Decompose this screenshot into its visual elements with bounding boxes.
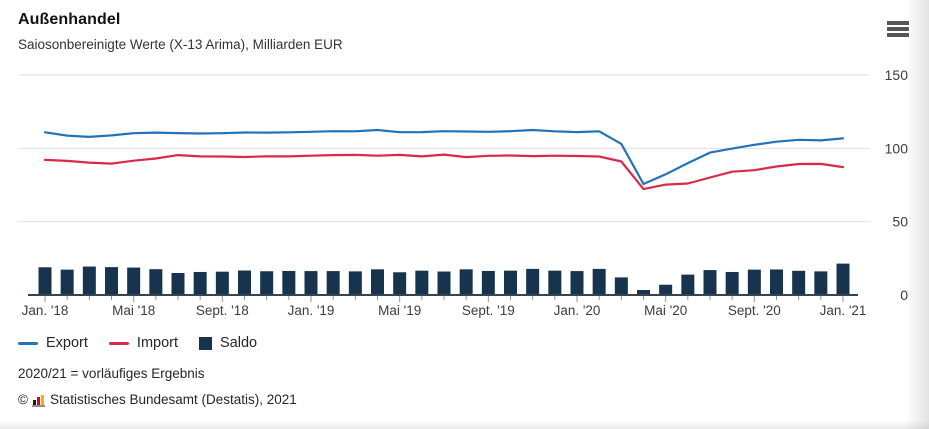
saldo-bar — [592, 268, 606, 295]
saldo-bar — [792, 270, 806, 295]
chart-title: Außenhandel — [18, 11, 121, 28]
menu-bar — [887, 33, 909, 37]
logo-bar-black — [32, 399, 36, 405]
x-axis-label: Mai '18 — [112, 303, 155, 318]
copyright-symbol: © — [18, 392, 28, 407]
x-axis-label: Jan. '19 — [288, 303, 335, 318]
saldo-bar — [105, 267, 118, 295]
legend: Export Import Saldo — [18, 335, 257, 351]
y-axis-label: 50 — [892, 214, 908, 230]
source-text: Statistisches Bundesamt (Destatis), 2021 — [49, 392, 297, 407]
saldo-bar — [481, 270, 495, 295]
import-line-swatch — [108, 341, 129, 345]
x-axis-label: Sept. '20 — [728, 303, 781, 318]
saldo-square-swatch — [199, 336, 213, 350]
hamburger-menu-icon[interactable] — [883, 16, 913, 42]
legend-label-import: Import — [136, 335, 179, 351]
export-line-swatch — [18, 341, 38, 345]
saldo-bar — [393, 272, 407, 295]
x-axis-label: Sept. '19 — [462, 303, 515, 318]
chart-subtitle: Saiosonbereinigte Werte (X-13 Arima), Mi… — [18, 37, 343, 52]
saldo-bar — [371, 269, 384, 295]
saldo-bar — [659, 284, 673, 295]
saldo-bar — [637, 290, 650, 295]
x-axis-label: Sept. '18 — [196, 303, 249, 318]
saldo-bar — [215, 271, 229, 295]
saldo-bar — [127, 267, 141, 295]
x-axis-label: Mai '20 — [644, 303, 687, 318]
saldo-bar — [681, 274, 695, 295]
footnote: 2020/21 = vorläufiges Ergebnis — [18, 366, 205, 381]
saldo-bar — [326, 271, 340, 295]
saldo-bar — [415, 270, 429, 295]
saldo-bar — [703, 270, 717, 295]
saldo-bar — [437, 271, 451, 295]
x-axis-label: Mai '19 — [378, 303, 421, 318]
saldo-bar — [171, 273, 185, 295]
saldo-bar — [504, 270, 517, 295]
legend-item-import[interactable]: Import — [108, 335, 179, 351]
menu-bar — [887, 27, 909, 31]
logo-bar-gold — [40, 394, 44, 405]
saldo-bar — [149, 269, 163, 295]
saldo-bar — [193, 271, 207, 295]
legend-label-export: Export — [46, 335, 88, 351]
x-axis-label: Jan. '21 — [820, 303, 867, 318]
saldo-bar — [60, 269, 74, 295]
saldo-bar — [238, 270, 251, 295]
saldo-bar — [260, 271, 274, 295]
export-line — [43, 128, 845, 186]
card-edge-shadow-bottom — [0, 420, 929, 429]
saldo-bar — [548, 270, 562, 295]
saldo-bar — [570, 271, 584, 295]
logo-bar-red — [36, 396, 40, 405]
x-axis-label: Jan. '20 — [554, 303, 601, 318]
menu-bar — [887, 21, 909, 25]
saldo-bar — [38, 267, 52, 295]
import-line — [43, 153, 845, 191]
x-axis-label: Jan. '18 — [22, 303, 69, 318]
chart-plot-area: 0 50 100 150 Jan. '18 Mai '18 Sept. '18 Jan. '1… — [18, 67, 909, 318]
y-axis-label: 0 — [900, 287, 908, 303]
saldo-bar — [526, 268, 540, 295]
saldo-bar — [82, 266, 96, 295]
legend-item-export[interactable]: Export — [18, 335, 88, 351]
destatis-logo-icon — [31, 393, 45, 407]
saldo-bar — [814, 271, 828, 295]
saldo-bar — [725, 271, 739, 295]
saldo-bar — [459, 269, 473, 295]
saldo-bar — [282, 270, 296, 295]
saldo-bar — [304, 271, 318, 295]
y-axis-label: 100 — [885, 140, 909, 156]
legend-item-saldo[interactable]: Saldo — [199, 335, 257, 351]
saldo-bar — [614, 277, 628, 295]
saldo-bar — [348, 271, 362, 295]
saldo-bar — [747, 269, 761, 295]
y-axis-label: 150 — [885, 67, 909, 83]
saldo-bar — [770, 269, 783, 295]
copyright-line: © Statistisches Bundesamt (Destatis), 20… — [18, 392, 297, 407]
legend-label-saldo: Saldo — [220, 335, 258, 351]
saldo-bar — [836, 263, 850, 295]
